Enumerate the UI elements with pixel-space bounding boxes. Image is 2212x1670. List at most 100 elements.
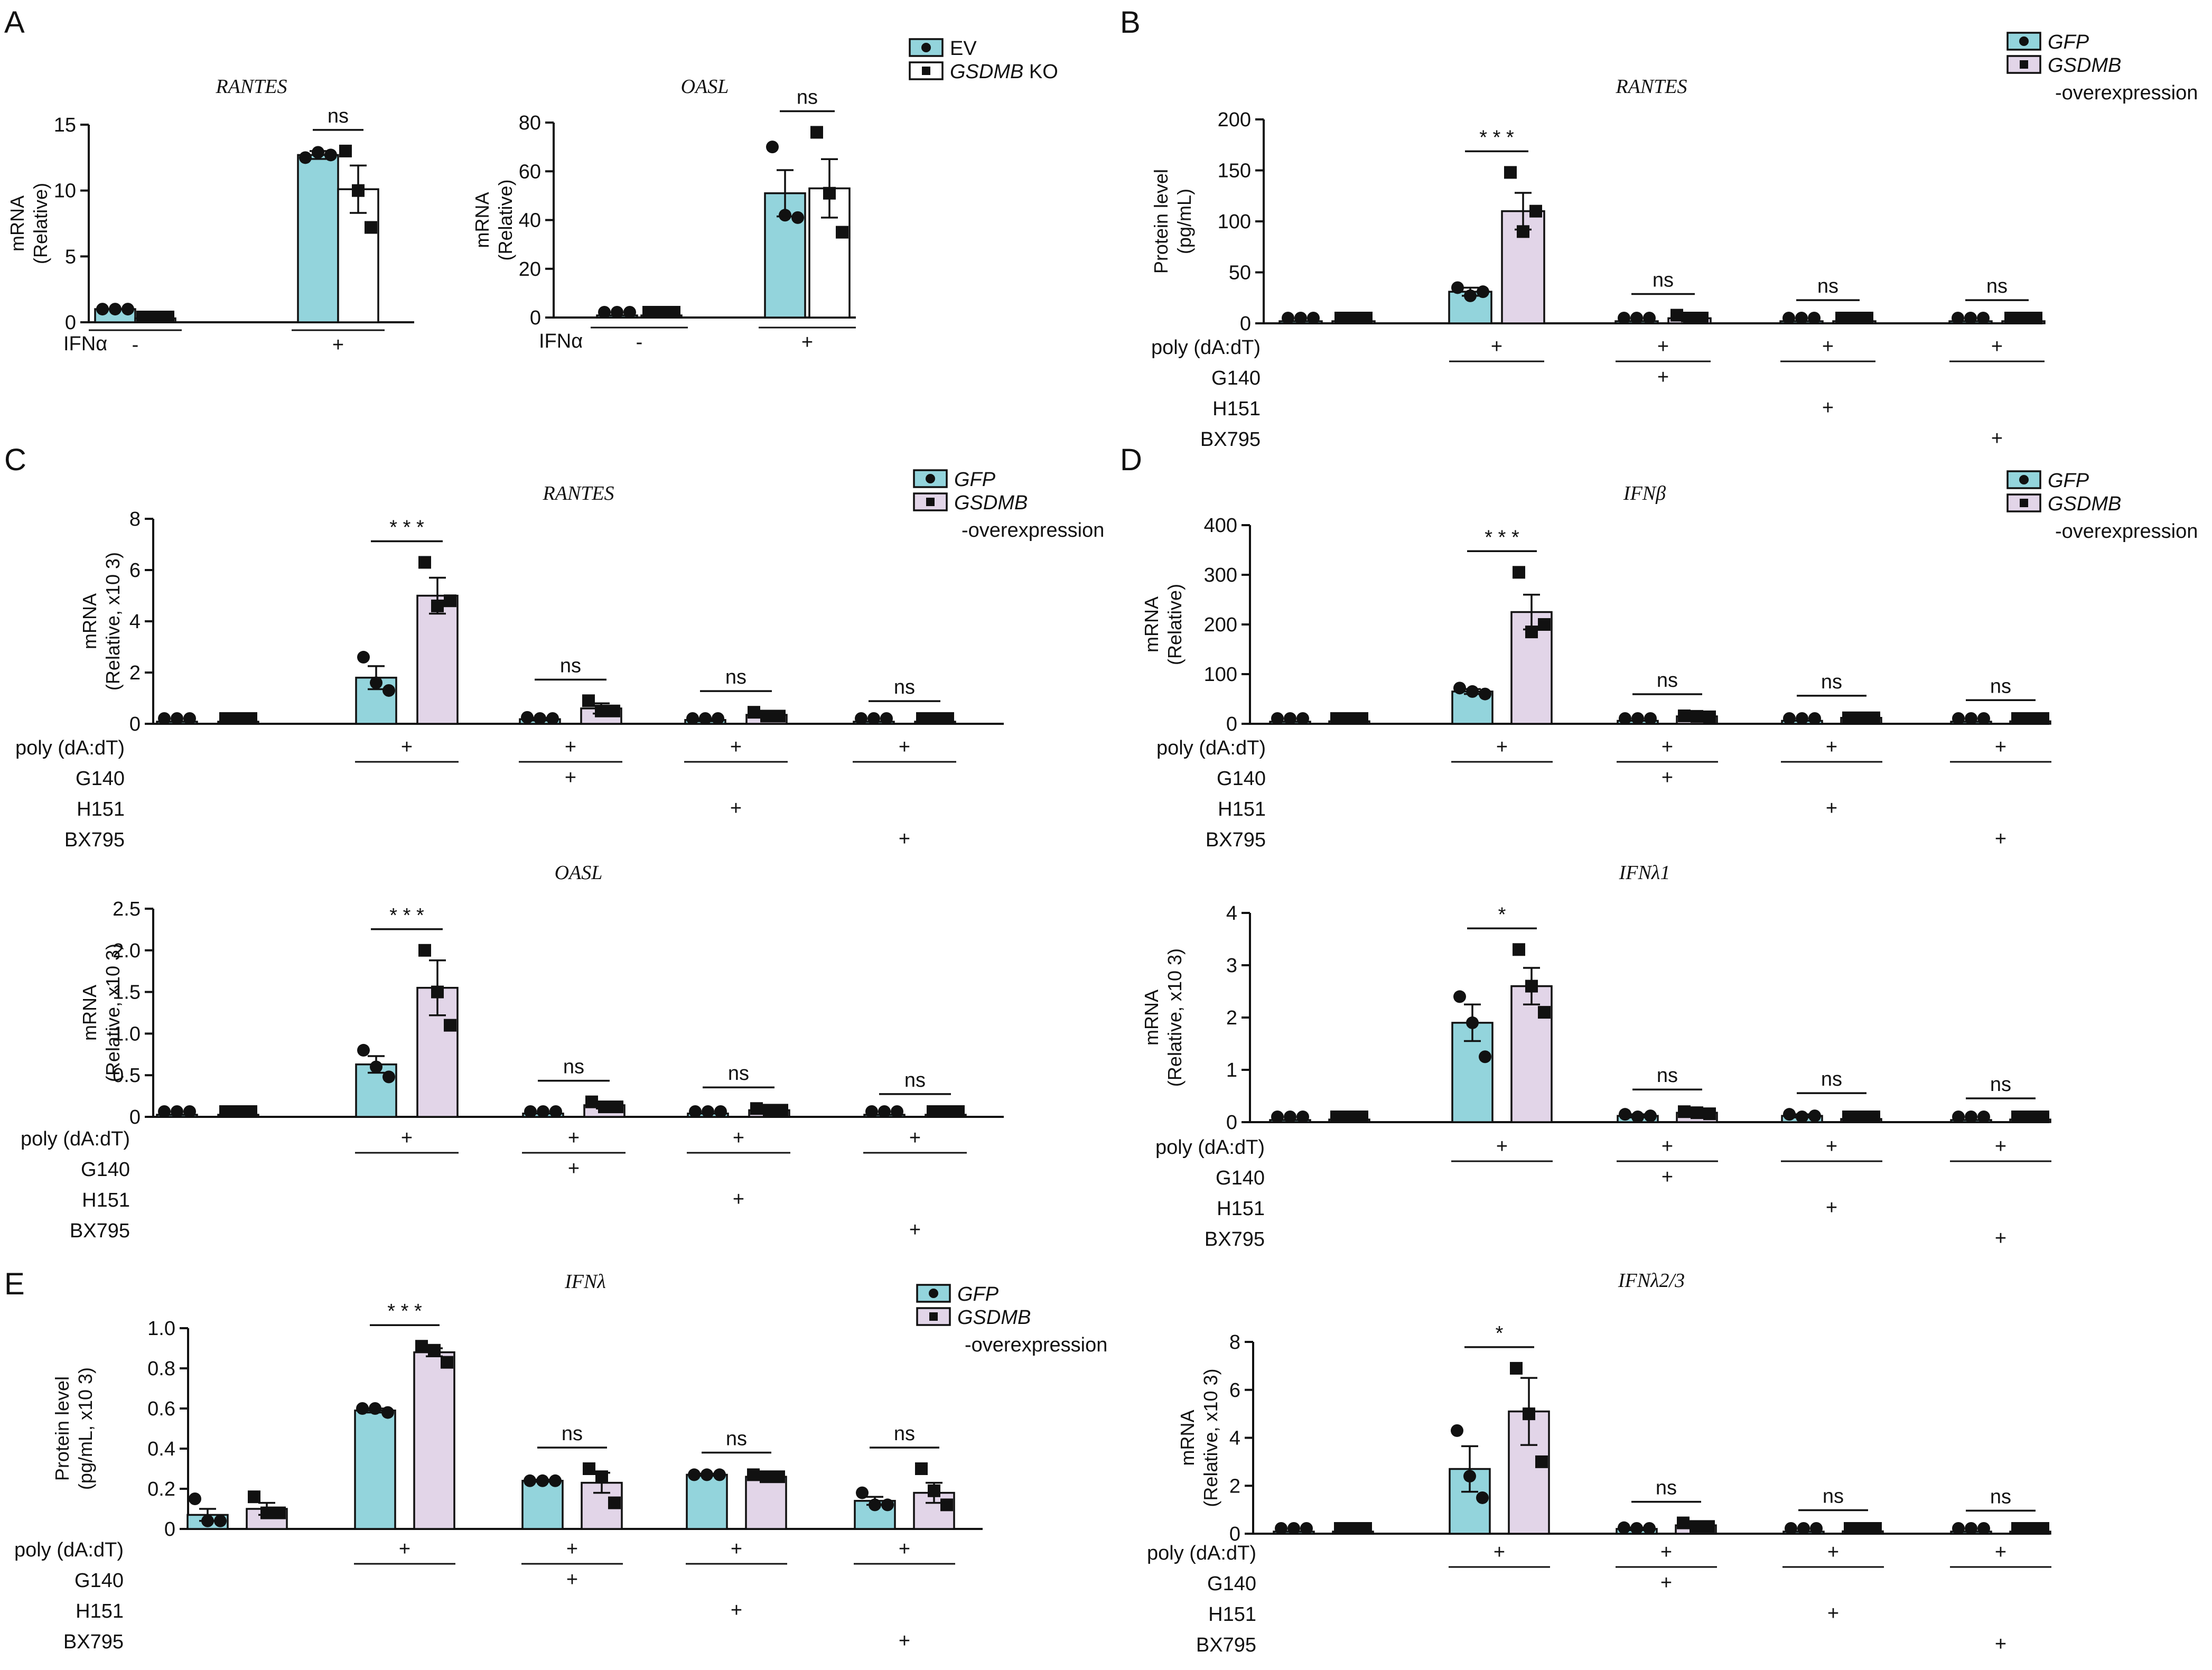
data-point-circle — [880, 712, 893, 725]
y-tick-label: 200 — [1218, 109, 1251, 131]
bar-gsdmb — [416, 594, 459, 725]
condition-label: IFNα — [539, 330, 583, 352]
data-point-square — [585, 1095, 598, 1108]
condition-mark: + — [1660, 1541, 1672, 1563]
y-tick-label: 0.8 — [147, 1358, 175, 1380]
y-axis-label: mRNA — [79, 593, 100, 649]
data-point-square — [1855, 1111, 1868, 1123]
data-point-square — [232, 712, 245, 725]
condition-mark: + — [568, 1127, 580, 1149]
data-point-circle — [96, 303, 109, 316]
data-point-square — [1670, 309, 1683, 322]
data-point-square — [1842, 711, 1855, 724]
significance-label: ns — [1990, 1486, 2011, 1508]
significance-label: ns — [1821, 671, 1842, 693]
significance-label: ns — [560, 655, 581, 677]
y-tick-label: 0 — [1226, 713, 1237, 735]
data-point-circle — [688, 1468, 701, 1481]
chart-title: RANTES — [1615, 76, 1687, 98]
data-point-square — [929, 712, 941, 725]
significance-label: ns — [1656, 1477, 1677, 1499]
data-point-circle — [549, 1474, 562, 1487]
data-point-circle — [881, 1498, 894, 1512]
y-tick-label: 80 — [519, 112, 541, 134]
significance-label: ns — [328, 105, 349, 127]
data-point-square — [2030, 312, 2042, 324]
condition-label: BX795 — [70, 1220, 130, 1242]
data-point-square — [1703, 710, 1716, 723]
data-point-square — [760, 1470, 772, 1484]
condition-label: poly (dA:dT) — [1156, 737, 1266, 759]
panel-letter-C: C — [4, 443, 26, 477]
y-tick-label: 0 — [164, 1518, 175, 1541]
panel-letter-D: D — [1120, 443, 1142, 477]
data-point-circle — [1284, 712, 1296, 725]
data-point-square — [232, 1105, 245, 1118]
y-tick-label: 4 — [1229, 1428, 1240, 1450]
y-tick-label: 0 — [1226, 1112, 1237, 1134]
legend-marker-circle — [2019, 36, 2029, 46]
condition-mark: + — [401, 736, 413, 758]
data-point-square — [1835, 312, 1848, 324]
condition-mark: + — [1657, 366, 1669, 388]
data-point-square — [1535, 1455, 1548, 1468]
condition-mark: + — [899, 1630, 910, 1652]
condition-mark: + — [733, 1188, 744, 1210]
data-point-circle — [1644, 712, 1657, 725]
condition-mark: + — [1995, 1227, 2006, 1249]
data-point-square — [611, 1100, 623, 1114]
condition-label: G140 — [1207, 1573, 1256, 1595]
condition-mark: + — [1662, 1135, 1673, 1158]
y-axis-label: (Relative, x10 3) — [1164, 948, 1186, 1087]
data-point-circle — [1797, 1522, 1810, 1535]
data-point-circle — [1464, 289, 1477, 302]
data-point-circle — [370, 676, 382, 689]
condition-mark: + — [1494, 1541, 1505, 1563]
y-tick-label: 6 — [1229, 1379, 1240, 1402]
legend-label-main: GSDMB — [954, 492, 1028, 514]
legend-label-main: GSDMB — [950, 61, 1023, 83]
data-point-circle — [701, 1468, 713, 1481]
data-point-square — [1861, 312, 1873, 324]
condition-label: H151 — [76, 1600, 124, 1622]
significance-label: ns — [725, 666, 746, 688]
significance-label: ns — [728, 1062, 749, 1085]
legend-marker-circle — [926, 474, 935, 483]
legend-label-main: GSDMB — [2048, 493, 2121, 515]
data-point-square — [1868, 711, 1880, 724]
y-tick-label: 20 — [519, 258, 541, 281]
data-point-circle — [382, 1070, 395, 1084]
data-point-square — [1510, 1361, 1523, 1375]
significance-label: ns — [1657, 669, 1678, 692]
condition-label: G140 — [81, 1159, 130, 1181]
data-point-circle — [689, 1105, 702, 1118]
data-point-square — [1356, 1111, 1368, 1123]
data-point-square — [365, 221, 377, 234]
data-point-square — [1517, 225, 1529, 238]
data-point-circle — [1271, 712, 1284, 725]
condition-mark: + — [1496, 736, 1508, 758]
y-axis-label: mRNA — [1141, 990, 1162, 1046]
significance-label: * * * — [389, 516, 424, 538]
data-point-square — [273, 1506, 286, 1519]
data-point-circle — [201, 1514, 214, 1527]
data-point-square — [1869, 1522, 1882, 1535]
data-point-square — [1702, 1520, 1715, 1533]
y-axis-label: (Relative, x10 3) — [1200, 1368, 1221, 1507]
data-point-square — [772, 1470, 785, 1484]
condition-mark: + — [1995, 828, 2006, 850]
condition-label: G140 — [1217, 768, 1266, 790]
data-point-square — [1330, 1111, 1343, 1123]
data-point-circle — [714, 1105, 727, 1118]
condition-mark: + — [1662, 1166, 1673, 1188]
data-point-circle — [1643, 312, 1656, 324]
significance-label: * — [1498, 903, 1506, 926]
data-point-square — [763, 1104, 776, 1117]
condition-mark: + — [1826, 736, 1837, 758]
data-point-circle — [357, 650, 370, 664]
data-point-square — [1868, 1111, 1880, 1123]
data-point-circle — [381, 1406, 394, 1419]
data-point-square — [1347, 1522, 1359, 1535]
y-tick-label: 0 — [129, 713, 141, 735]
